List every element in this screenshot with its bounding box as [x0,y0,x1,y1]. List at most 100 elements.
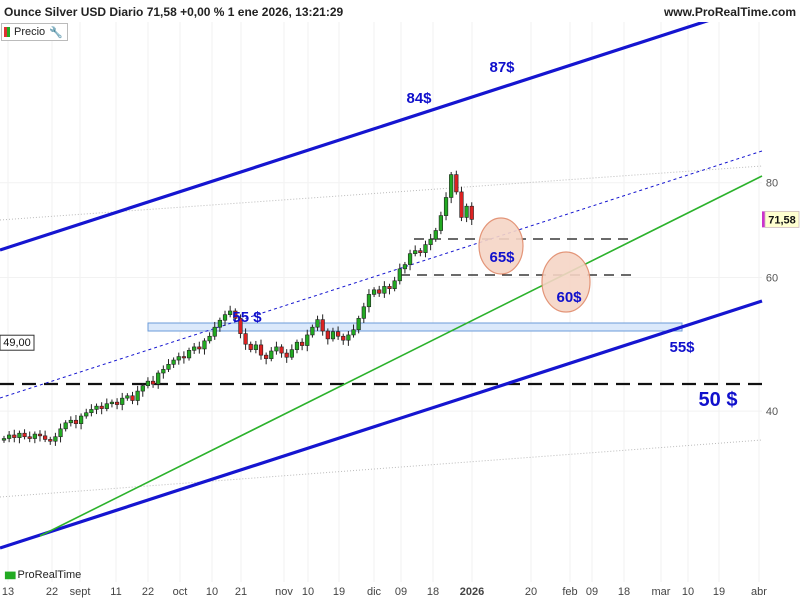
candle [382,281,387,298]
candle-body [243,333,248,345]
candle [269,347,274,362]
candle-body [161,369,166,374]
candle [120,392,125,411]
annotation-label: 55 $ [232,309,262,326]
candle-body [454,174,459,193]
candle-body [269,350,274,359]
candle [253,340,258,354]
candle-body [135,390,140,401]
candle-body [248,343,253,350]
candle-body [228,310,233,315]
x-tick-label: 10 [302,586,314,598]
candle-body [125,395,130,399]
candle [346,331,351,346]
annotation-label: 55$ [669,339,695,356]
candle [73,415,79,429]
wrench-icon[interactable]: 🔧 [49,26,63,39]
candle [418,248,423,257]
faint-trendline [0,165,763,221]
logo-text: ProRealTime [17,569,82,581]
level-tag-box [0,334,35,351]
candle-body [186,350,192,359]
candle [109,399,115,408]
candle [161,365,166,379]
candle-body [341,335,346,341]
candle-body [238,318,243,334]
candle [371,287,377,298]
candle [104,398,109,412]
candle-body [181,356,187,359]
candle [130,391,135,405]
candle [325,328,330,345]
candle [68,416,73,427]
candle-body [156,372,161,385]
candle [377,285,382,297]
x-tick-label: dic [367,586,382,598]
candle [279,344,284,358]
instrument-title: Ounce Silver USD Diario 71,58 +0,00 % 1 … [4,5,344,19]
x-tick-label: 13 [2,586,14,598]
candle [407,249,413,271]
faint-trendline [0,439,763,498]
candle-body [330,331,336,340]
candle [356,315,361,334]
y-tick-label: 60 [766,273,778,285]
candle-body [413,250,418,254]
candle-body [279,346,284,354]
candle-body [371,289,377,295]
highlight-circle-65 [478,217,524,275]
candle [284,349,289,363]
site-url[interactable]: www.ProRealTime.com [663,5,796,19]
candle-body [7,434,12,439]
candle-body [48,439,53,442]
candle-body [202,340,207,350]
candle-body [43,435,48,440]
candle-body [253,344,258,350]
candle-body [12,434,17,438]
candle-body [428,238,433,245]
candle-body [32,433,37,439]
candle [43,430,48,443]
candle [181,351,187,364]
upper-channel-line [0,18,711,252]
candle-body [443,197,449,216]
candle [140,383,145,397]
x-tick-label: 19 [713,586,725,598]
x-tick-label: oct [173,586,188,598]
candle [135,385,140,406]
y-tick-label: 40 [766,406,778,418]
mid-channel-line [0,150,763,399]
candle [300,338,305,351]
candle [53,432,58,446]
x-tick-label: 22 [46,586,58,598]
candle [397,263,402,285]
candle [335,326,341,340]
candle [37,430,43,442]
price-legend[interactable]: Precio 🔧 [1,23,68,41]
candle [192,342,197,354]
candle-body [392,280,397,289]
candle-body [325,330,330,340]
candle [433,227,438,242]
x-tick-label: mar [652,586,671,598]
annotation-label: 87$ [489,59,515,76]
candle [27,431,32,443]
candle-body [335,331,341,337]
candle [12,429,17,443]
candle-body [37,433,43,437]
candle [7,431,12,443]
candle-body [305,334,310,346]
candle [207,332,212,344]
y-tick-label: 80 [766,178,778,190]
candle [114,398,120,410]
candle-body [63,422,68,430]
x-tick-label: 18 [427,586,439,598]
candle [197,341,202,354]
candle-body [120,397,125,405]
candle-body [366,294,372,308]
candle [228,305,233,318]
candle [428,233,433,251]
candle-body [53,436,58,442]
candle-body [464,205,469,218]
